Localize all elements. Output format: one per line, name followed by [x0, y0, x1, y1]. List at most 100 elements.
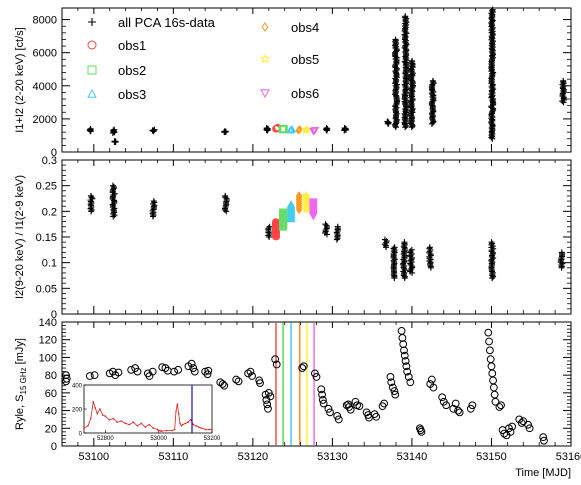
data-point — [312, 373, 321, 381]
inset-point — [211, 428, 213, 431]
inset-point — [197, 426, 200, 428]
inset-point — [108, 419, 111, 421]
ylabel-main: Ryle, S — [14, 395, 26, 430]
obs6-point — [308, 212, 318, 221]
ytick-label: 100 — [39, 352, 57, 364]
ylabel-unit: [mJy] — [14, 338, 26, 367]
inset-point — [99, 408, 101, 410]
data-point — [489, 259, 496, 266]
data-point — [429, 77, 436, 84]
data-point — [133, 367, 142, 376]
inset-point — [189, 419, 192, 421]
data-point — [170, 367, 179, 376]
panel-top: 0 2000 4000 6000 8000 I1+I2 (2-20 keV) [ct/s… — [14, 6, 572, 159]
ytick-label: 8000 — [33, 15, 57, 27]
legend-marker-obs4 — [261, 22, 269, 32]
inset-point — [173, 428, 176, 431]
inset-point — [208, 428, 211, 431]
data-point — [524, 420, 532, 429]
inset-point — [179, 422, 181, 425]
inset-point — [92, 401, 95, 403]
inset-point — [94, 407, 96, 409]
panel-middle-frame — [61, 159, 572, 315]
data-point — [161, 364, 170, 372]
inset-ticks: 0 200 400 52800 53000 53200 — [72, 384, 221, 443]
data-point — [111, 138, 118, 145]
data-point — [222, 128, 229, 135]
ytick-label: 60 — [45, 388, 57, 400]
data-point — [398, 334, 407, 342]
data-point — [408, 246, 415, 253]
inset-point — [104, 415, 107, 418]
data-point — [485, 346, 494, 355]
data-point — [326, 408, 334, 417]
data-point — [244, 369, 253, 378]
obs-lines — [275, 323, 315, 445]
inset-point — [148, 423, 151, 426]
data-point — [540, 436, 548, 445]
inset-xtick-label: 52800 — [97, 436, 114, 442]
data-point — [559, 260, 566, 267]
obs1-point — [271, 232, 281, 241]
panel-top-data — [86, 6, 567, 146]
data-point — [265, 225, 272, 232]
data-point — [204, 366, 213, 375]
legend-marker-obs3 — [87, 88, 97, 98]
data-point — [223, 195, 230, 202]
panel-bottom: 0 20 40 60 80 100 120 140 53100 53110 53120 53130 53… — [14, 317, 581, 479]
inset-point — [101, 414, 104, 416]
data-point — [488, 239, 495, 246]
data-point — [218, 380, 227, 388]
data-point — [319, 399, 328, 408]
ytick-label: 0 — [51, 309, 57, 321]
data-point — [400, 346, 408, 355]
inset-point — [175, 410, 177, 413]
data-point — [222, 192, 229, 199]
data-point — [451, 399, 460, 408]
data-point — [342, 401, 351, 410]
data-point — [485, 337, 493, 346]
legend-marker-obs5 — [260, 53, 270, 64]
data-point — [391, 244, 398, 251]
legend-label: obs6 — [291, 86, 319, 101]
legend-marker-all-PCA-16s-data — [88, 18, 96, 26]
inset-point — [181, 423, 184, 426]
data-point — [346, 405, 355, 414]
inset-point — [152, 427, 155, 430]
data-point — [266, 231, 273, 238]
data-point — [201, 367, 210, 376]
data-point — [409, 57, 416, 64]
data-point — [110, 184, 117, 191]
legend: all PCA 16s-data obs1 obs2 obs3 obs4 obs5 obs6 — [87, 15, 319, 102]
data-point — [272, 360, 281, 369]
data-point — [454, 406, 462, 415]
obs2-point — [280, 124, 288, 133]
data-point — [387, 378, 396, 387]
xtick-label: 53110 — [158, 451, 188, 463]
data-point — [87, 125, 94, 132]
inset-point — [171, 429, 173, 432]
data-point — [406, 378, 415, 387]
data-point — [322, 221, 329, 228]
inset-point — [136, 425, 139, 427]
data-point — [404, 373, 413, 381]
data-point — [558, 249, 565, 256]
inset-ytick-label: 0 — [79, 432, 83, 438]
xtick-label: 53130 — [317, 451, 348, 463]
inset-point — [195, 425, 197, 427]
obs5-point — [301, 204, 311, 214]
ytick-label: 6000 — [33, 48, 57, 60]
data-point — [246, 367, 255, 376]
data-point — [408, 59, 415, 66]
data-point — [334, 223, 341, 230]
data-point — [401, 273, 408, 280]
data-point — [266, 392, 275, 401]
data-point — [390, 245, 397, 252]
legend-label: all PCA 16s-data — [118, 15, 216, 30]
data-point — [488, 369, 497, 378]
data-point — [333, 229, 340, 236]
inset-data — [83, 385, 213, 433]
inset-point — [128, 423, 131, 426]
xtick-label: 53160 — [556, 451, 581, 463]
legend-label: obs4 — [291, 20, 319, 35]
